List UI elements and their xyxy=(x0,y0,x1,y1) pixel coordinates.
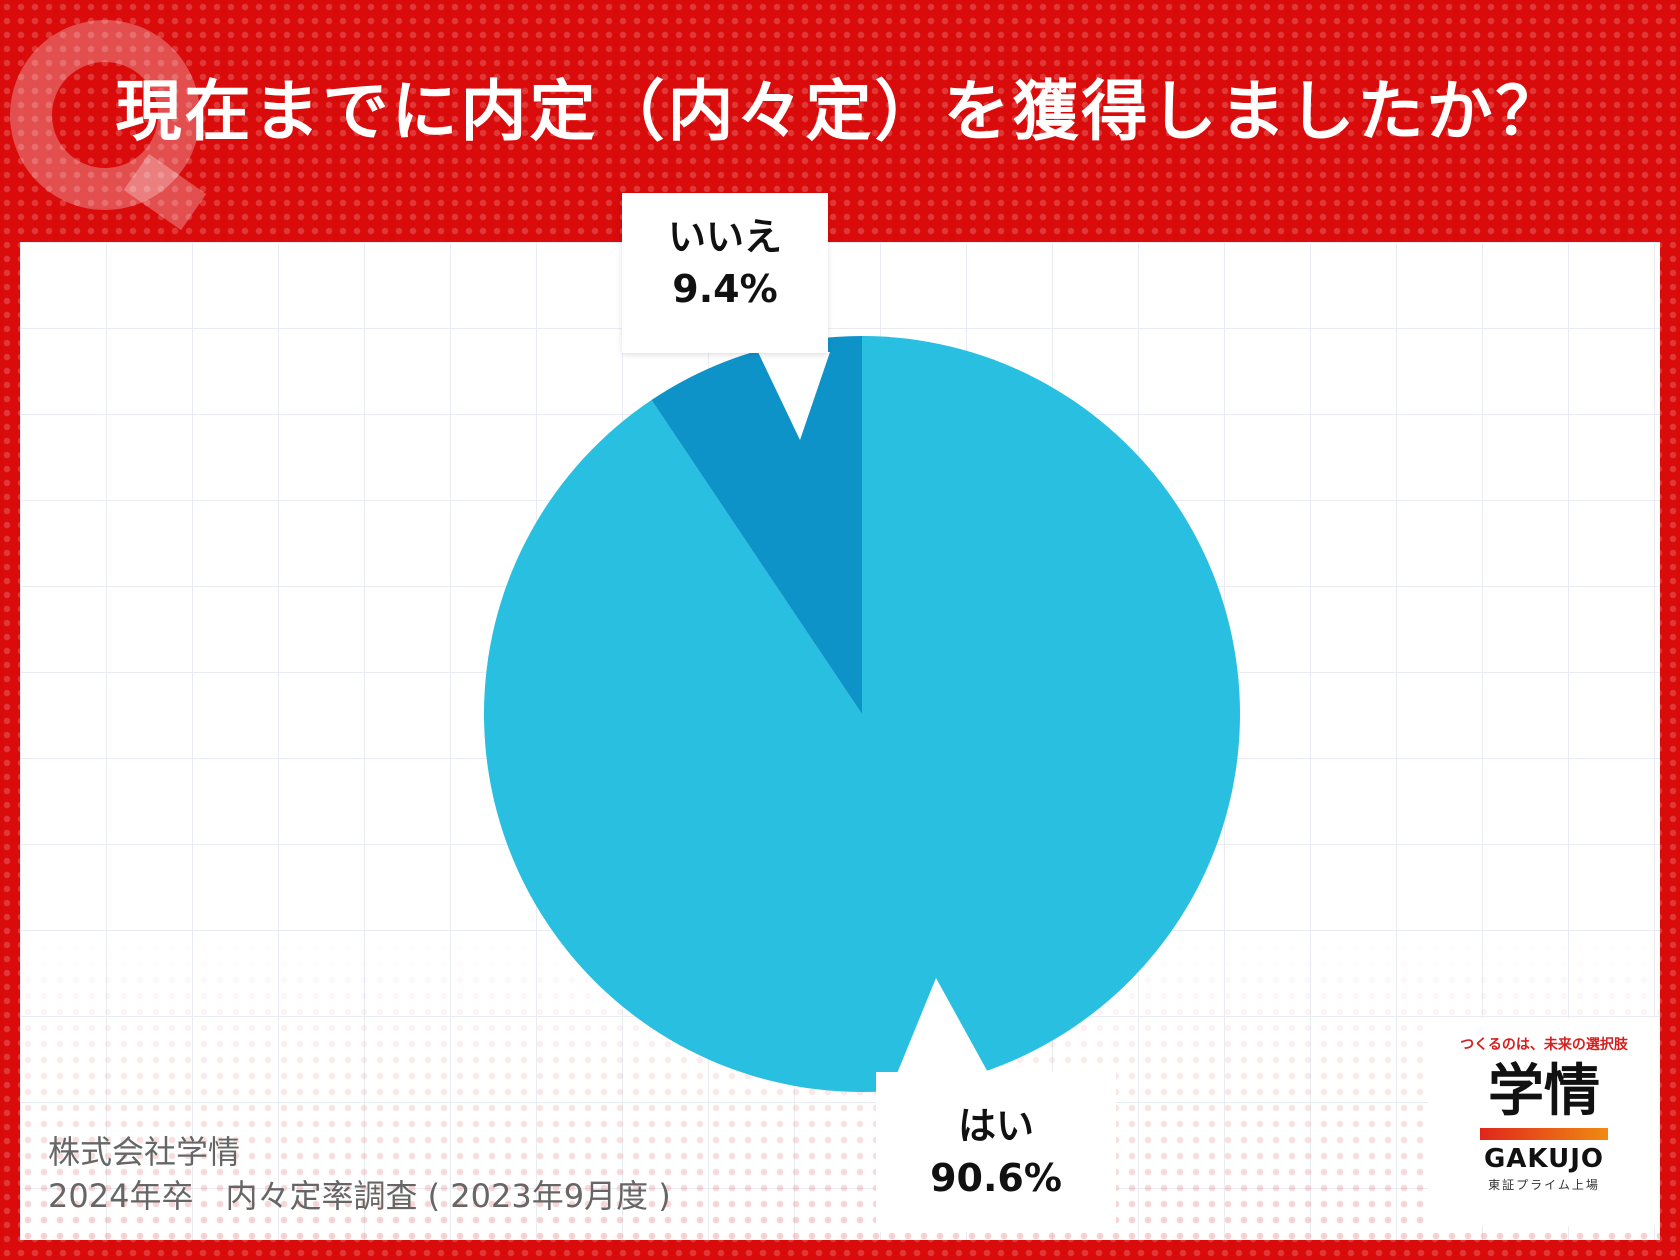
logo-tagline: つくるのは、未来の選択肢 xyxy=(1460,1037,1628,1053)
logo-listing: 東証プライム上場 xyxy=(1488,1178,1600,1192)
callout-yes: はい 90.6% xyxy=(876,1072,1116,1232)
callout-pointer-yes xyxy=(896,978,990,1076)
slice-value-no: 9.4% xyxy=(672,267,778,311)
logo-name-en: GAKUJO xyxy=(1483,1144,1605,1174)
source-note: 株式会社学情 2024年卒 内々定率調査 ( 2023年9月度 ) xyxy=(48,1130,671,1218)
gakujo-logo: つくるのは、未来の選択肢 学情 GAKUJO 東証プライム上場 xyxy=(1428,1018,1660,1226)
slice-label-yes: はい xyxy=(957,1104,1034,1148)
logo-name-ja: 学情 xyxy=(1488,1059,1600,1124)
slice-value-yes: 90.6% xyxy=(930,1156,1062,1200)
callout-no: いいえ 9.4% xyxy=(622,193,828,353)
pie-slice-no xyxy=(651,336,862,714)
slice-label-no: いいえ xyxy=(667,215,782,259)
question-title: 現在までに内定（内々定）を獲得しましたか？ xyxy=(115,73,1565,150)
source-company: 株式会社学情 xyxy=(48,1133,241,1171)
source-survey: 2024年卒 内々定率調査 ( 2023年9月度 ) xyxy=(48,1177,671,1215)
callout-pointer-no xyxy=(758,352,830,440)
pie-slice-yes xyxy=(484,336,1241,1092)
logo-gradient-bar xyxy=(1480,1128,1608,1140)
